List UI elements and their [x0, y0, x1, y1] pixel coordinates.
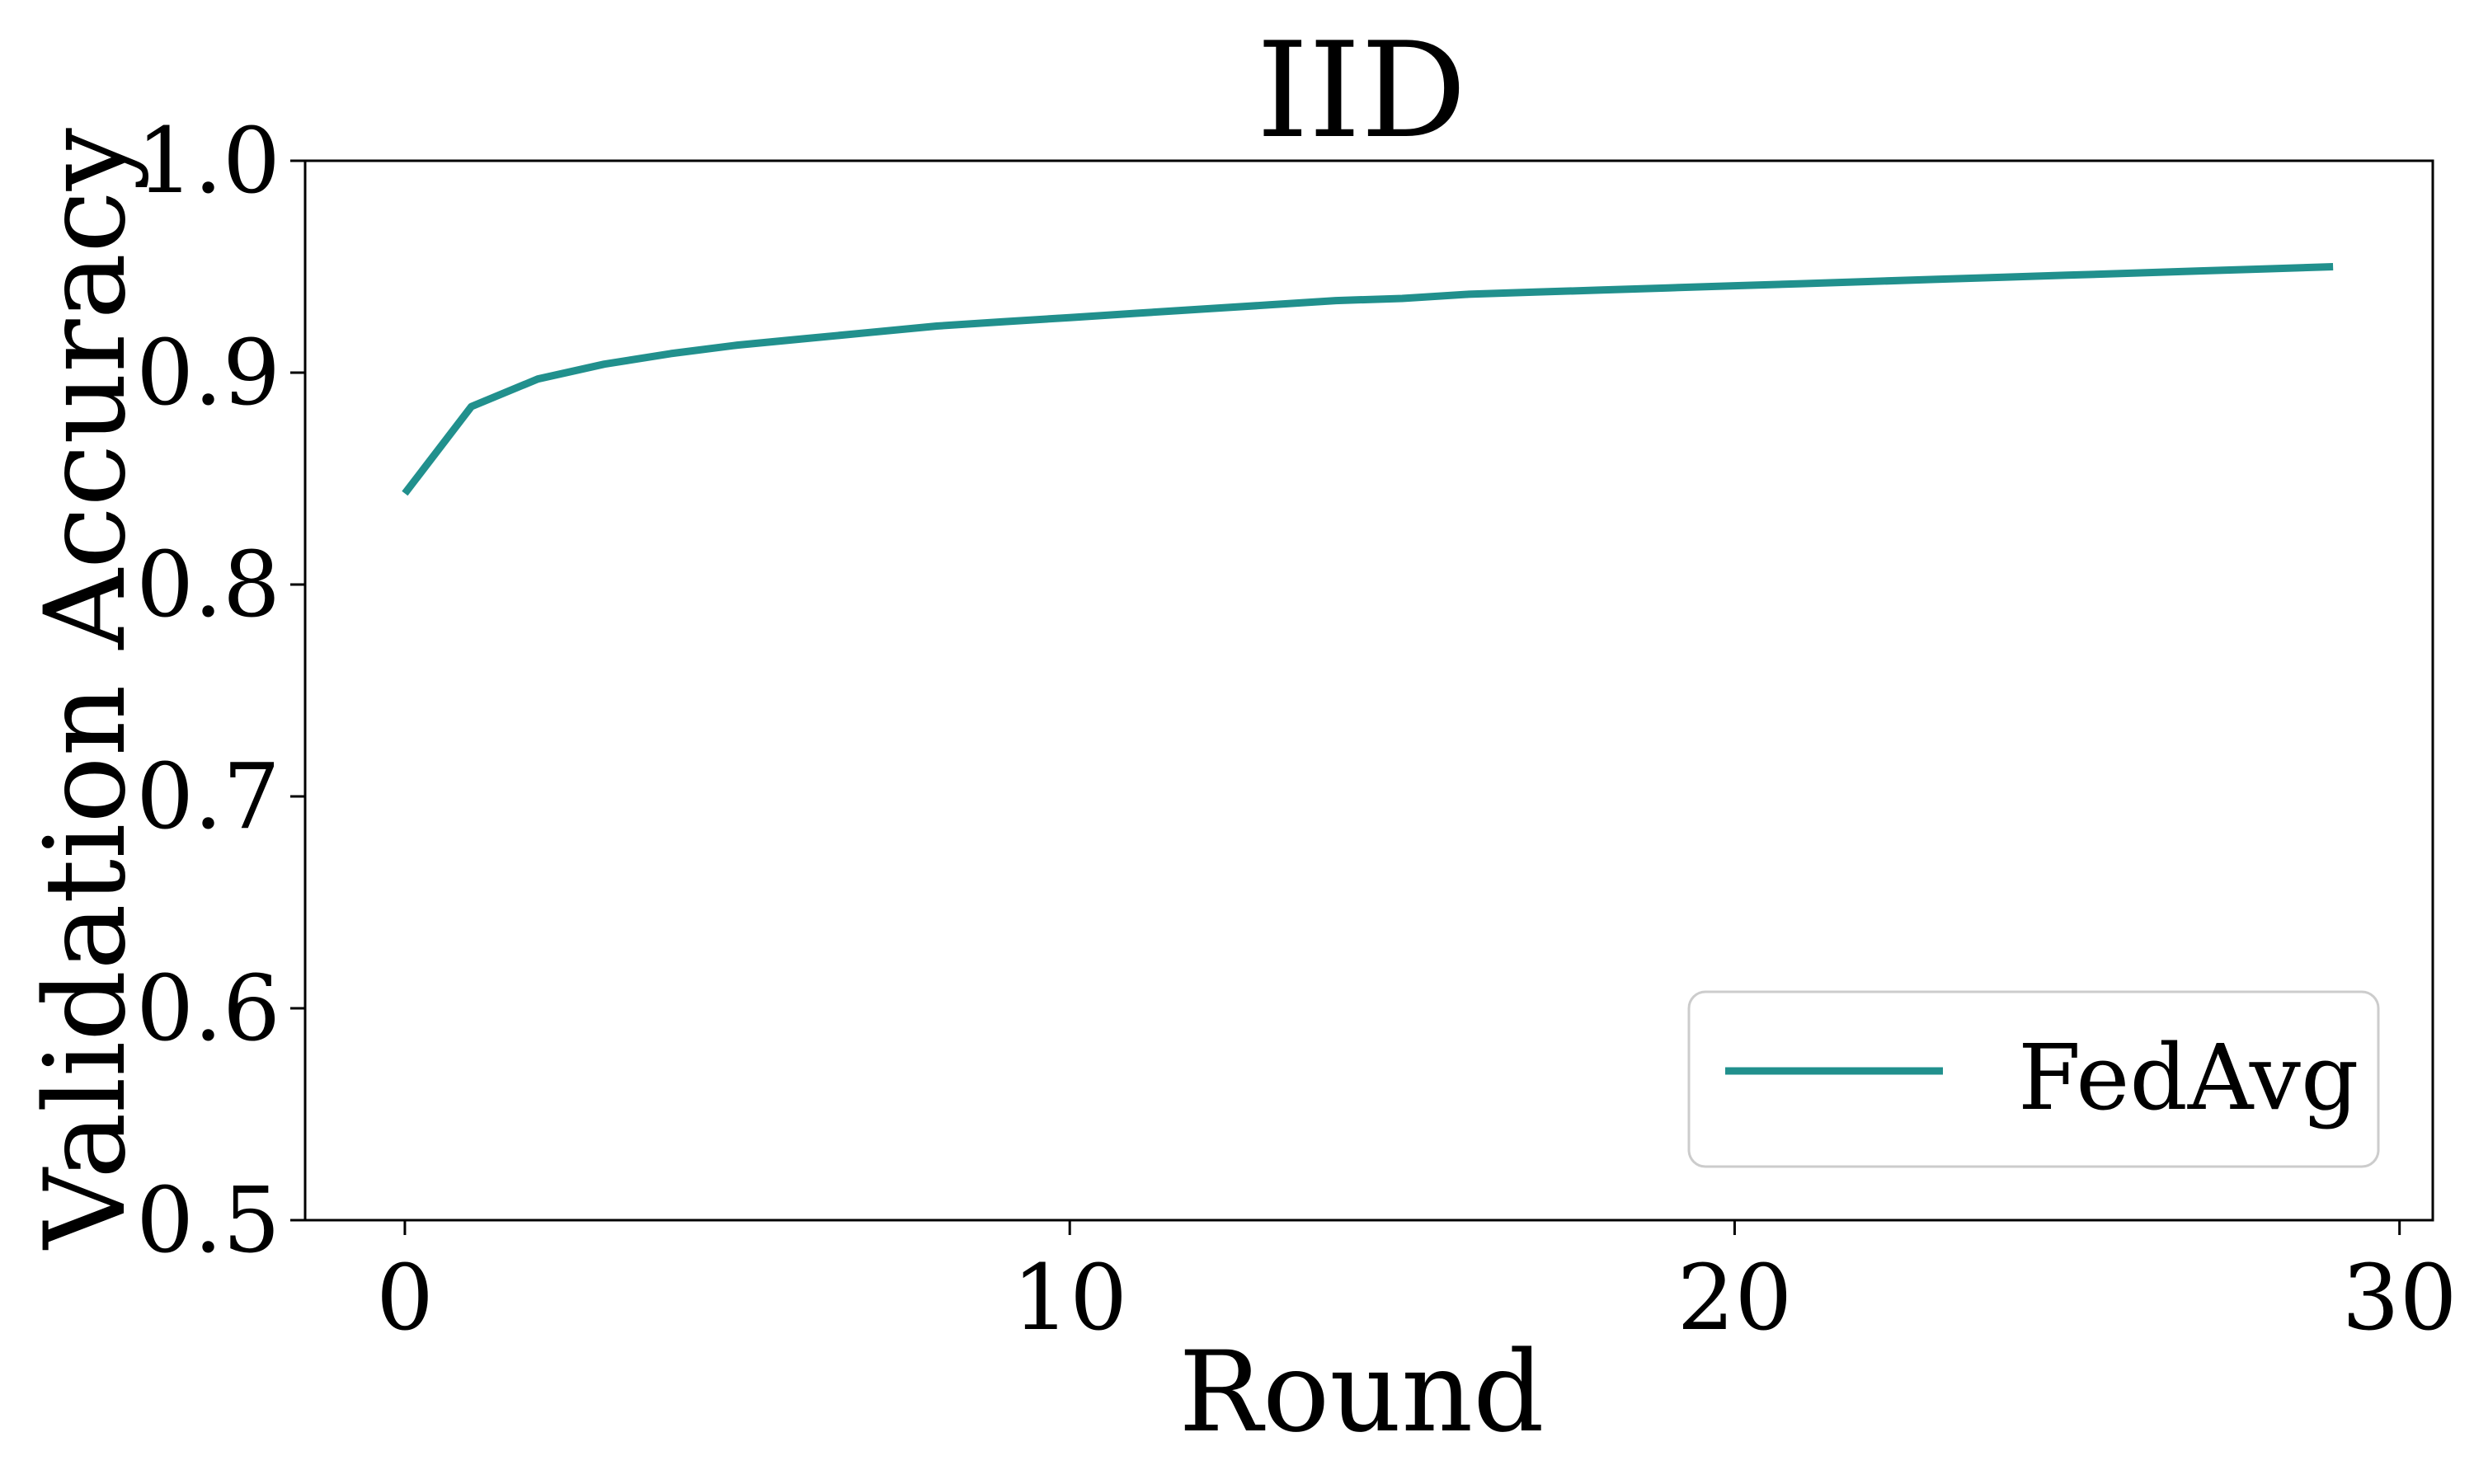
series-layer — [402, 263, 2334, 496]
plot-frame — [303, 159, 2434, 1222]
y-tick-label: 0.7 — [136, 744, 280, 849]
x-axis-label: Round — [1178, 1327, 1544, 1457]
y-tick-label: 0.9 — [136, 320, 280, 425]
y-axis-label: Validation Accuracy — [21, 128, 150, 1251]
x-tick-label: 0 — [376, 1245, 434, 1350]
chart-title: IID — [1257, 13, 1467, 167]
x-tick-label: 10 — [1012, 1245, 1127, 1350]
series-line-fedavg — [402, 263, 2334, 496]
y-tick-label: 0.8 — [136, 532, 280, 637]
x-tick-label: 20 — [1677, 1245, 1792, 1350]
legend: FedAvg — [1687, 990, 2380, 1168]
x-axis-ticks: 0 10 20 30 — [376, 1220, 2458, 1350]
legend-box — [1687, 990, 2380, 1168]
y-axis-ticks: 0.5 0.6 0.7 0.8 0.9 1.0 — [136, 108, 305, 1273]
legend-label-fedavg: FedAvg — [2018, 1025, 2359, 1130]
plot-area: 0 10 20 30 0.5 0.6 0.7 0.8 0.9 1.0 — [136, 108, 2458, 1350]
x-tick-label: 30 — [2342, 1245, 2458, 1350]
y-tick-label: 0.6 — [136, 956, 280, 1061]
y-tick-label: 1.0 — [136, 108, 280, 214]
y-tick-label: 0.5 — [136, 1167, 280, 1273]
